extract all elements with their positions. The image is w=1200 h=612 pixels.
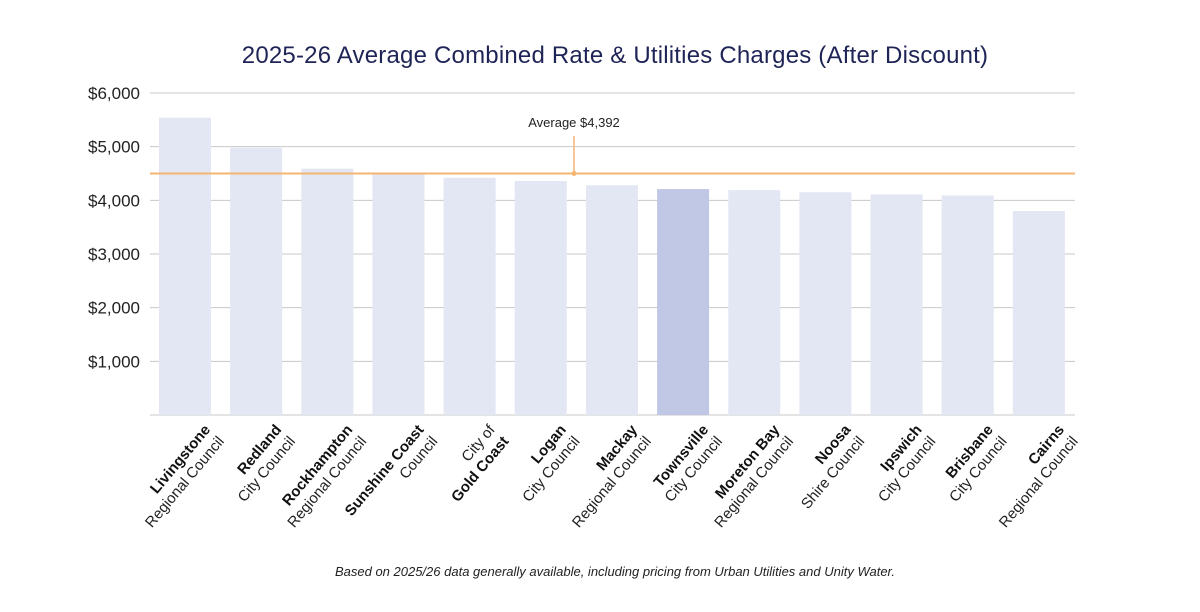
x-tick-label-text: NoosaShire Council	[784, 421, 869, 512]
x-tick-label-text: LivingstoneRegional Council	[128, 422, 228, 531]
y-axis-ticks: $1,000 $2,000 $3,000 $4,000 $5,000 $6,000	[88, 84, 140, 371]
x-tick-label: City ofGold Coast	[434, 421, 513, 505]
x-tick-label-text: City ofGold Coast	[434, 421, 513, 505]
x-axis-labels: LivingstoneRegional Council RedlandCity C…	[128, 421, 1082, 531]
x-tick-label: LivingstoneRegional Council	[128, 422, 228, 531]
bar	[870, 194, 923, 415]
bar	[230, 147, 283, 416]
y-tick-label: $1,000	[88, 352, 140, 371]
x-tick-label: BrisbaneCity Council	[932, 422, 1010, 506]
y-tick-label: $5,000	[88, 138, 140, 157]
bar	[1012, 211, 1065, 415]
bars	[159, 117, 1065, 416]
bar	[514, 181, 567, 415]
bar	[443, 177, 496, 415]
chart-title: 2025-26 Average Combined Rate & Utilitie…	[241, 42, 989, 69]
average-dot	[571, 171, 577, 176]
y-tick-label: $4,000	[88, 191, 140, 210]
bar	[941, 195, 994, 415]
y-tick-label: $2,000	[88, 299, 140, 318]
y-tick-label: $6,000	[88, 84, 140, 103]
y-tick-label: $3,000	[88, 245, 140, 264]
x-tick-label: NoosaShire Council	[784, 421, 869, 512]
x-tick-label: IpswichCity Council	[861, 422, 939, 506]
bar	[372, 173, 425, 415]
bar	[585, 185, 638, 415]
bar	[728, 190, 781, 415]
average-marker: Average $4,392	[150, 115, 1075, 176]
chart-footnote: Based on 2025/26 data generally availabl…	[334, 564, 896, 579]
bar	[657, 189, 710, 415]
x-tick-label-text: LoganCity Council	[505, 422, 583, 506]
x-tick-label-text: BrisbaneCity Council	[932, 422, 1010, 506]
bar	[799, 192, 852, 415]
x-tick-label-text: IpswichCity Council	[861, 422, 939, 506]
x-tick-label: LoganCity Council	[505, 422, 583, 506]
average-label: Average $4,392	[528, 115, 620, 130]
bar	[159, 117, 211, 415]
bar	[301, 168, 354, 415]
